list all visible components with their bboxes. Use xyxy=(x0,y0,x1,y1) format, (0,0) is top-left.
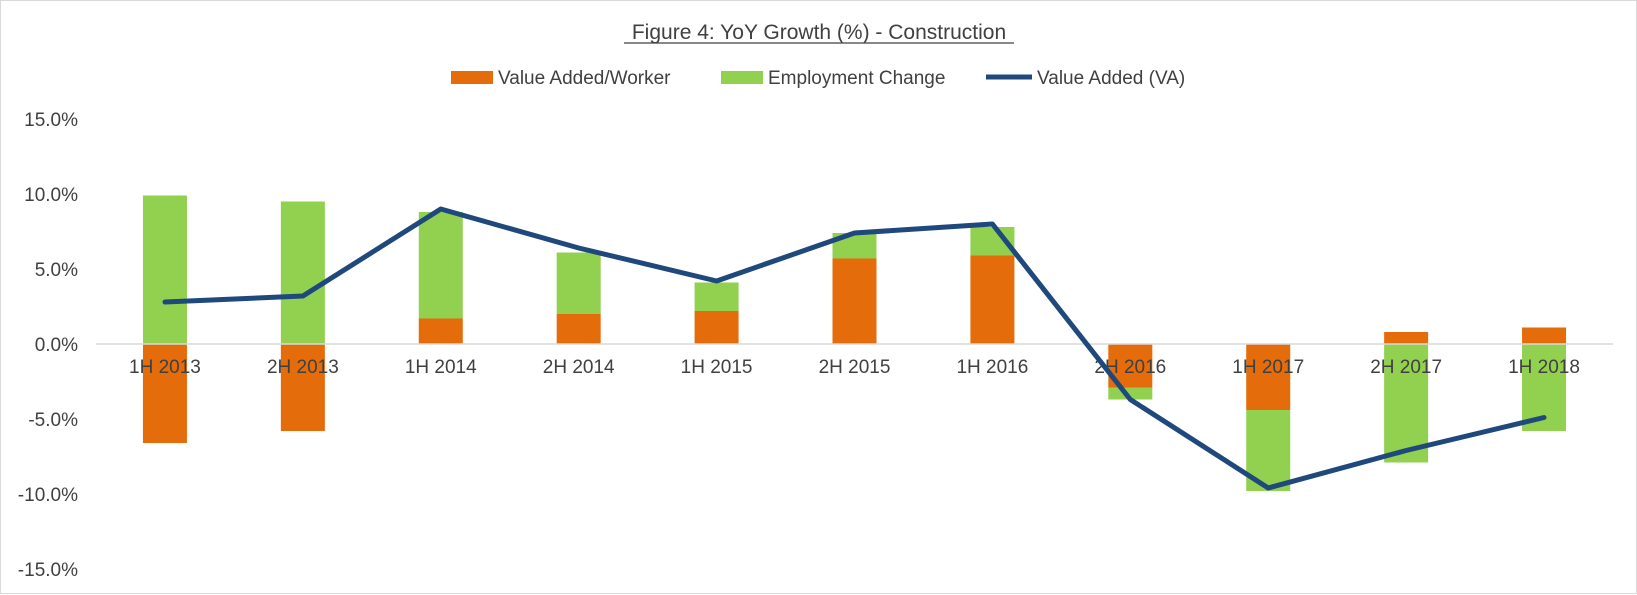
x-axis-labels: 1H 2013 2H 2013 1H 2014 2H 2014 1H 2015 2H 20… xyxy=(129,357,1580,378)
y-tick-label: 5.0% xyxy=(35,260,78,281)
bar-value-added-worker xyxy=(1384,332,1429,344)
x-tick-label: 2H 2014 xyxy=(543,357,615,378)
va-line-group xyxy=(162,206,1547,491)
bar-value-added-worker xyxy=(694,311,739,344)
bars xyxy=(142,195,1567,491)
x-tick-label: 1H 2016 xyxy=(956,357,1028,378)
bar-value-added-worker xyxy=(142,344,187,443)
bar-employment-change xyxy=(280,201,325,344)
y-tick-label: -10.0% xyxy=(18,485,78,506)
bar-value-added-worker xyxy=(1246,344,1291,410)
legend-label-value-added-worker: Value Added/Worker xyxy=(498,68,671,89)
bar-value-added-worker xyxy=(1522,327,1567,344)
x-tick-label: 1H 2013 xyxy=(129,357,201,378)
y-axis-labels: 15.0% 10.0% 5.0% 0.0% -5.0% -10.0% -15.0% xyxy=(18,110,78,581)
bar-employment-change xyxy=(142,195,187,344)
legend-label-value-added-va: Value Added (VA) xyxy=(1037,68,1185,89)
x-tick-label: 1H 2014 xyxy=(405,357,477,378)
bar-value-added-worker xyxy=(970,255,1015,344)
x-tick-label: 2H 2013 xyxy=(267,357,339,378)
x-tick-label: 2H 2015 xyxy=(819,357,891,378)
legend-label-employment-change: Employment Change xyxy=(768,68,945,89)
legend-swatch-employment-change xyxy=(721,71,763,84)
bar-value-added-worker xyxy=(832,258,877,344)
bar-value-added-worker xyxy=(280,344,325,431)
legend: Value Added/Worker Employment Change Val… xyxy=(451,68,1185,89)
x-tick-label: 1H 2018 xyxy=(1508,357,1580,378)
bar-employment-change xyxy=(694,282,739,311)
bar-employment-change xyxy=(556,252,601,314)
y-tick-label: 0.0% xyxy=(35,335,78,356)
series-line-value-added-va xyxy=(162,206,1547,491)
y-tick-label: -15.0% xyxy=(18,560,78,581)
x-tick-label: 2H 2017 xyxy=(1370,357,1442,378)
x-tick-label: 1H 2015 xyxy=(681,357,753,378)
bar-employment-change xyxy=(418,212,463,319)
y-tick-label: 15.0% xyxy=(24,110,78,131)
bar-value-added-worker xyxy=(556,314,601,344)
bar-employment-change xyxy=(1384,344,1429,463)
legend-swatch-value-added-worker xyxy=(451,71,493,84)
bar-value-added-worker xyxy=(418,318,463,344)
y-tick-label: -5.0% xyxy=(28,410,78,431)
y-tick-label: 10.0% xyxy=(24,185,78,206)
bar-employment-change xyxy=(1108,387,1153,400)
x-tick-label: 1H 2017 xyxy=(1232,357,1304,378)
chart-title: Figure 4: YoY Growth (%) - Construction xyxy=(632,21,1006,44)
